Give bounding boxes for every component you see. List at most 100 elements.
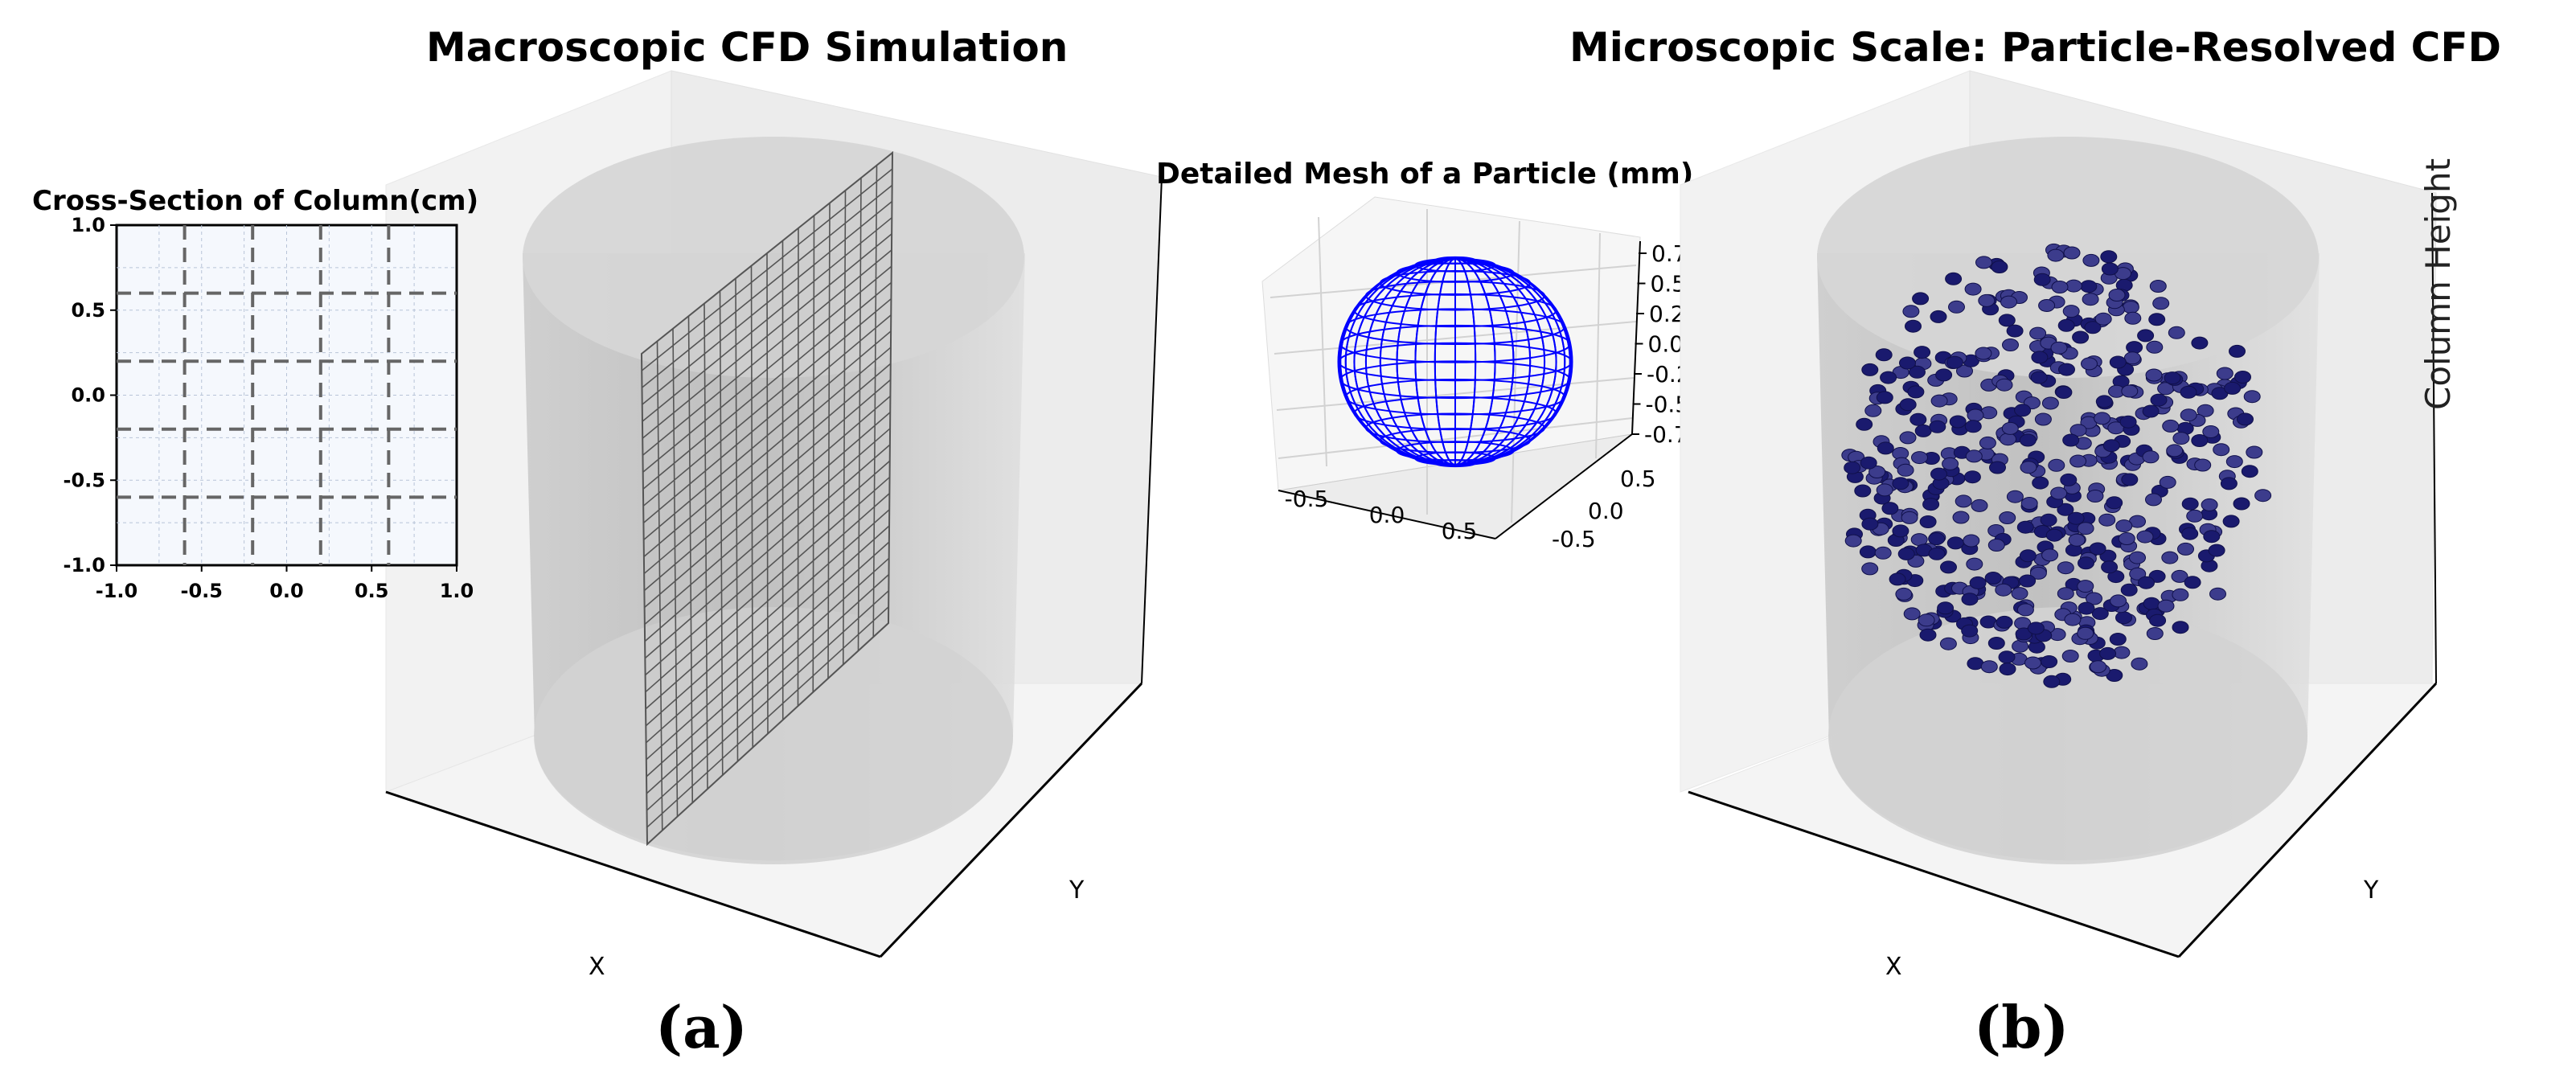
mesh-line-horizontal	[646, 573, 890, 794]
particle	[2171, 569, 2188, 583]
mesh-line-vertical	[735, 278, 739, 761]
particle-mesh-x-tick-label: 0.0	[1369, 502, 1405, 528]
particle	[1902, 305, 1920, 318]
particle	[2032, 476, 2049, 490]
particle	[2045, 528, 2063, 542]
particle	[1940, 560, 1957, 574]
particle	[2106, 496, 2123, 510]
particle	[2077, 580, 2094, 593]
mesh-line-horizontal	[642, 281, 892, 490]
cross-section-chart: -1.0 -0.5 0.0 0.5 1.0 1.0 0.5 0.0 -0.5 -1.0	[64, 214, 474, 602]
particle	[1955, 494, 1972, 508]
particle	[2110, 594, 2127, 608]
particle-mesh-grid-line	[1278, 417, 1633, 459]
mesh-line-horizontal	[642, 297, 892, 507]
particle	[2241, 465, 2258, 478]
particle	[2180, 385, 2197, 399]
particle	[2006, 490, 2024, 503]
particle	[1989, 461, 2006, 474]
particle	[2137, 329, 2155, 343]
particle	[2224, 381, 2242, 395]
particle	[1946, 355, 1963, 369]
panel-b-z-label: Column Height	[2418, 158, 2458, 410]
particle	[2100, 250, 2118, 264]
particle	[2101, 560, 2119, 574]
mesh-line-horizontal	[646, 541, 890, 761]
particle	[2145, 368, 2163, 382]
particle-mesh-grid-line	[1318, 216, 1327, 467]
particle	[2157, 599, 2175, 613]
particle	[2090, 660, 2107, 674]
particle	[1899, 431, 1917, 445]
panel-b-y-label: Y	[2364, 876, 2379, 905]
particle	[2101, 262, 2119, 276]
particle	[2220, 477, 2238, 490]
particle	[2057, 318, 2075, 332]
particle	[2119, 415, 2137, 429]
mesh-line-horizontal	[643, 363, 892, 575]
particle	[2034, 412, 2052, 426]
mesh-line-horizontal	[642, 265, 892, 473]
particle	[1946, 536, 1964, 550]
particle	[2149, 280, 2167, 293]
mesh-line-vertical	[827, 203, 831, 679]
particle	[1875, 348, 1893, 362]
cross-section-x-tick-label: 0.5	[355, 580, 389, 602]
particle	[1978, 293, 1996, 307]
particle	[1984, 572, 2002, 585]
particle	[2150, 393, 2168, 407]
particle	[1956, 364, 1973, 378]
particle	[2099, 646, 2117, 660]
panel-a-y-label: Y	[1069, 876, 1085, 905]
mesh-line-vertical	[719, 290, 724, 776]
particle	[1999, 663, 2016, 676]
cross-section-title: Cross-Section of Column(cm)	[32, 185, 479, 217]
panel-a-cylinder-top	[523, 137, 1024, 378]
particle	[1930, 310, 1947, 323]
particle	[2020, 461, 2037, 474]
particle-mesh-grid-line	[1511, 220, 1520, 523]
particle	[1861, 517, 1879, 531]
particle	[2122, 301, 2139, 314]
particle	[2186, 509, 2204, 523]
particle	[2058, 363, 2075, 376]
mesh-line-horizontal	[645, 460, 891, 676]
mesh-line-horizontal	[645, 476, 891, 693]
particle	[2229, 344, 2246, 358]
particle	[2067, 511, 2085, 525]
particle	[1961, 624, 1979, 638]
particle	[2143, 597, 2160, 610]
particle	[2191, 336, 2209, 350]
mesh-line-horizontal	[642, 233, 892, 439]
cross-section-y-tick-label: 0.0	[71, 384, 105, 407]
panel-a-tag: (a)	[655, 993, 748, 1061]
particle	[2201, 498, 2218, 511]
particle	[2222, 515, 2240, 528]
particle	[2029, 566, 2047, 580]
particle	[1861, 562, 1879, 576]
particle	[2041, 548, 2059, 562]
particle	[2161, 551, 2179, 564]
particle	[2043, 675, 2061, 688]
particle	[2209, 587, 2226, 601]
particle	[2208, 544, 2225, 557]
panel-b-particles	[1841, 243, 2272, 688]
particle	[2115, 519, 2133, 533]
particle	[1930, 467, 1947, 481]
panel-b-cylinder-bottom	[1828, 607, 2307, 864]
cross-section-y-tick-label: -0.5	[64, 469, 105, 491]
particle	[1909, 412, 1927, 426]
particle	[1860, 456, 1877, 470]
mesh-line-vertical	[703, 303, 708, 790]
panel-b-x-label: X	[1885, 953, 1902, 981]
particle	[1874, 546, 1892, 560]
particle	[2177, 542, 2194, 556]
mesh-line-horizontal	[646, 590, 889, 811]
particle	[1937, 601, 1955, 615]
mesh-line-horizontal	[643, 330, 892, 540]
mesh-line-horizontal	[643, 347, 892, 558]
particle	[2233, 497, 2250, 511]
mesh-line-horizontal	[646, 557, 890, 777]
particle	[1889, 572, 1906, 586]
